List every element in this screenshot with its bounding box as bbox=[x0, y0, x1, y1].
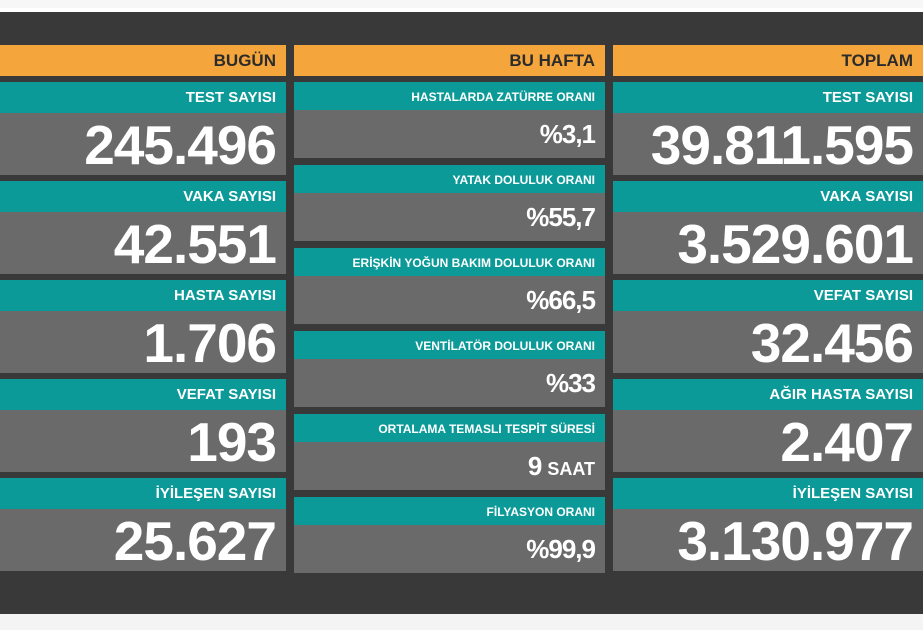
week-bed-label: YATAK DOLULUK ORANI bbox=[294, 165, 605, 193]
week-pneumonia-value: %3,1 bbox=[294, 110, 605, 158]
total-recovered-card: İYİLEŞEN SAYISI 3.130.977 bbox=[613, 478, 923, 571]
week-icu-card: ERİŞKİN YOĞUN BAKIM DOLULUK ORANI %66,5 bbox=[294, 248, 605, 324]
today-recovered-card: İYİLEŞEN SAYISI 25.627 bbox=[0, 478, 286, 571]
week-pneumonia-card: HASTALARDA ZATÜRRE ORANI %3,1 bbox=[294, 82, 605, 158]
today-test-value: 245.496 bbox=[0, 113, 286, 175]
today-header: BUGÜN bbox=[0, 45, 286, 76]
bottom-strip bbox=[0, 614, 923, 630]
today-recovered-label: İYİLEŞEN SAYISI bbox=[0, 478, 286, 509]
today-test-label: TEST SAYISI bbox=[0, 82, 286, 113]
week-filiation-value: %99,9 bbox=[294, 525, 605, 573]
today-test-card: TEST SAYISI 245.496 bbox=[0, 82, 286, 175]
total-severe-value: 2.407 bbox=[613, 410, 923, 472]
week-contact-time-label: ORTALAMA TEMASLI TESPİT SÜRESİ bbox=[294, 414, 605, 442]
week-filiation-card: FİLYASYON ORANI %99,9 bbox=[294, 497, 605, 573]
week-filiation-label: FİLYASYON ORANI bbox=[294, 497, 605, 525]
total-case-card: VAKA SAYISI 3.529.601 bbox=[613, 181, 923, 274]
total-case-value: 3.529.601 bbox=[613, 212, 923, 274]
total-test-value: 39.811.595 bbox=[613, 113, 923, 175]
total-death-label: VEFAT SAYISI bbox=[613, 280, 923, 311]
week-ventilator-label: VENTİLATÖR DOLULUK ORANI bbox=[294, 331, 605, 359]
total-death-card: VEFAT SAYISI 32.456 bbox=[613, 280, 923, 373]
today-case-label: VAKA SAYISI bbox=[0, 181, 286, 212]
top-strip bbox=[0, 0, 923, 8]
week-ventilator-card: VENTİLATÖR DOLULUK ORANI %33 bbox=[294, 331, 605, 407]
week-icu-label: ERİŞKİN YOĞUN BAKIM DOLULUK ORANI bbox=[294, 248, 605, 276]
today-death-card: VEFAT SAYISI 193 bbox=[0, 379, 286, 472]
total-test-card: TEST SAYISI 39.811.595 bbox=[613, 82, 923, 175]
week-contact-time-number: 9 bbox=[527, 451, 543, 481]
stats-panel: BUGÜN TEST SAYISI 245.496 VAKA SAYISI 42… bbox=[0, 12, 923, 614]
total-header: TOPLAM bbox=[613, 45, 923, 76]
today-case-card: VAKA SAYISI 42.551 bbox=[0, 181, 286, 274]
today-patient-card: HASTA SAYISI 1.706 bbox=[0, 280, 286, 373]
week-contact-time-unit: SAAT bbox=[547, 459, 595, 479]
total-recovered-value: 3.130.977 bbox=[613, 509, 923, 571]
total-severe-label: AĞIR HASTA SAYISI bbox=[613, 379, 923, 410]
week-column: BU HAFTA HASTALARDA ZATÜRRE ORANI %3,1 Y… bbox=[294, 45, 605, 580]
today-case-value: 42.551 bbox=[0, 212, 286, 274]
week-header: BU HAFTA bbox=[294, 45, 605, 76]
total-recovered-label: İYİLEŞEN SAYISI bbox=[613, 478, 923, 509]
week-ventilator-value: %33 bbox=[294, 359, 605, 407]
total-case-label: VAKA SAYISI bbox=[613, 181, 923, 212]
total-death-value: 32.456 bbox=[613, 311, 923, 373]
week-pneumonia-label: HASTALARDA ZATÜRRE ORANI bbox=[294, 82, 605, 110]
today-column: BUGÜN TEST SAYISI 245.496 VAKA SAYISI 42… bbox=[0, 45, 286, 577]
today-patient-value: 1.706 bbox=[0, 311, 286, 373]
today-death-label: VEFAT SAYISI bbox=[0, 379, 286, 410]
week-bed-value: %55,7 bbox=[294, 193, 605, 241]
today-recovered-value: 25.627 bbox=[0, 509, 286, 571]
total-test-label: TEST SAYISI bbox=[613, 82, 923, 113]
week-icu-value: %66,5 bbox=[294, 276, 605, 324]
week-contact-time-value: 9 SAAT bbox=[294, 442, 605, 490]
total-column: TOPLAM TEST SAYISI 39.811.595 VAKA SAYIS… bbox=[613, 45, 923, 577]
today-death-value: 193 bbox=[0, 410, 286, 472]
week-bed-card: YATAK DOLULUK ORANI %55,7 bbox=[294, 165, 605, 241]
total-severe-card: AĞIR HASTA SAYISI 2.407 bbox=[613, 379, 923, 472]
week-contact-time-card: ORTALAMA TEMASLI TESPİT SÜRESİ 9 SAAT bbox=[294, 414, 605, 490]
today-patient-label: HASTA SAYISI bbox=[0, 280, 286, 311]
